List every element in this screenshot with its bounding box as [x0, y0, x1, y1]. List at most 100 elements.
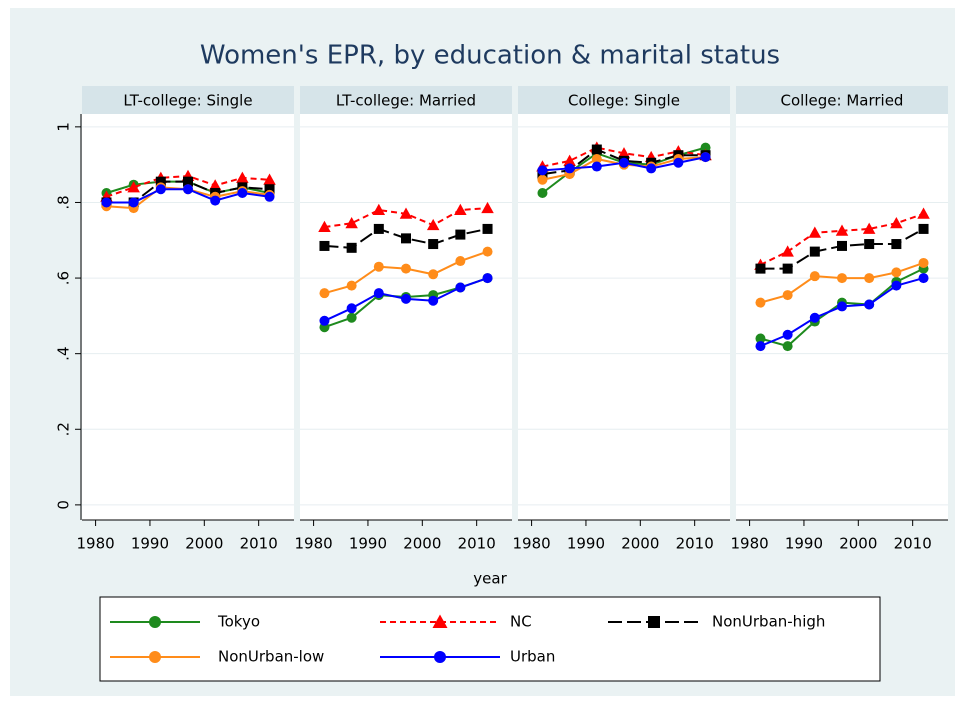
marker — [155, 176, 166, 187]
marker — [237, 188, 248, 199]
marker — [591, 144, 602, 155]
marker — [891, 239, 902, 250]
y-tick-label: .4 — [55, 347, 73, 361]
marker — [918, 273, 929, 284]
marker — [426, 218, 440, 231]
marker — [454, 203, 467, 216]
marker — [346, 303, 357, 314]
marker — [755, 263, 766, 274]
marker — [183, 184, 193, 195]
marker — [891, 280, 902, 291]
x-tick-label: 1980 — [76, 535, 114, 553]
marker — [264, 184, 275, 195]
legend-marker — [434, 651, 446, 663]
marker — [372, 203, 386, 216]
legend-marker — [432, 614, 448, 628]
x-tick-label: 2010 — [458, 535, 496, 553]
panel-title: College: Single — [568, 92, 680, 110]
marker — [401, 233, 411, 244]
legend-label: NC — [510, 613, 532, 631]
marker — [837, 301, 847, 312]
x-tick-label: 2000 — [185, 535, 223, 553]
marker — [373, 288, 384, 299]
marker — [837, 240, 847, 251]
marker — [127, 181, 140, 193]
marker — [809, 312, 820, 323]
marker — [782, 290, 793, 301]
marker — [782, 263, 793, 274]
panel-header — [736, 86, 948, 114]
x-tick-label: 2000 — [403, 535, 441, 553]
marker — [782, 329, 793, 340]
marker — [835, 224, 849, 236]
marker — [619, 157, 629, 168]
y-tick-label: .6 — [55, 271, 73, 285]
marker — [481, 201, 494, 214]
marker — [755, 333, 766, 344]
y-tick-label: .8 — [55, 195, 73, 209]
marker — [319, 240, 330, 251]
marker — [346, 280, 357, 291]
marker — [455, 282, 466, 293]
marker — [563, 154, 576, 166]
legend-marker — [149, 651, 161, 663]
x-axis-label: year — [473, 570, 507, 588]
plot-area — [300, 114, 512, 520]
marker — [617, 147, 631, 159]
x-tick-label: 1980 — [512, 535, 550, 553]
x-tick-label: 1980 — [730, 535, 768, 553]
marker — [210, 195, 221, 206]
marker — [781, 245, 794, 257]
marker — [482, 273, 493, 284]
y-tick-label: 0 — [55, 500, 73, 510]
x-tick-label: 1990 — [567, 535, 605, 553]
marker — [208, 179, 222, 191]
x-tick-label: 1990 — [785, 535, 823, 553]
marker — [864, 239, 875, 250]
legend-label: NonUrban-low — [218, 648, 324, 666]
marker — [264, 191, 275, 202]
marker — [428, 239, 439, 250]
marker — [809, 271, 820, 282]
marker — [782, 341, 793, 352]
marker — [837, 273, 847, 284]
x-tick-label: 2010 — [676, 535, 714, 553]
marker — [346, 312, 357, 323]
marker — [537, 165, 548, 176]
marker — [373, 223, 384, 234]
marker — [345, 216, 358, 229]
marker — [101, 197, 112, 208]
marker — [183, 176, 193, 187]
legend-marker — [149, 616, 161, 628]
marker — [864, 273, 875, 284]
marker — [401, 293, 411, 304]
plot-area — [518, 114, 730, 520]
marker — [399, 207, 413, 219]
legend-label: Tokyo — [217, 613, 260, 631]
marker — [401, 263, 411, 274]
marker — [373, 261, 384, 272]
chart-title: Women's EPR, by education & marital stat… — [200, 41, 780, 71]
marker — [891, 267, 902, 278]
legend-label: NonUrban-high — [712, 613, 825, 631]
marker — [482, 246, 493, 257]
marker — [890, 216, 903, 229]
marker — [428, 295, 439, 306]
panel-header — [82, 86, 294, 114]
legend-label: Urban — [510, 648, 555, 666]
marker — [918, 257, 929, 268]
marker — [318, 220, 331, 233]
marker — [346, 242, 357, 253]
marker — [319, 315, 330, 326]
marker — [128, 197, 139, 208]
panel-header — [518, 86, 730, 114]
legend-marker — [648, 616, 660, 628]
panel-title: College: Married — [781, 92, 904, 110]
marker — [537, 174, 548, 185]
marker — [673, 157, 684, 168]
panel-title: LT-college: Single — [123, 92, 252, 110]
panel-header — [300, 86, 512, 114]
panel-title: LT-college: Married — [336, 92, 476, 110]
plot-area — [736, 114, 948, 520]
